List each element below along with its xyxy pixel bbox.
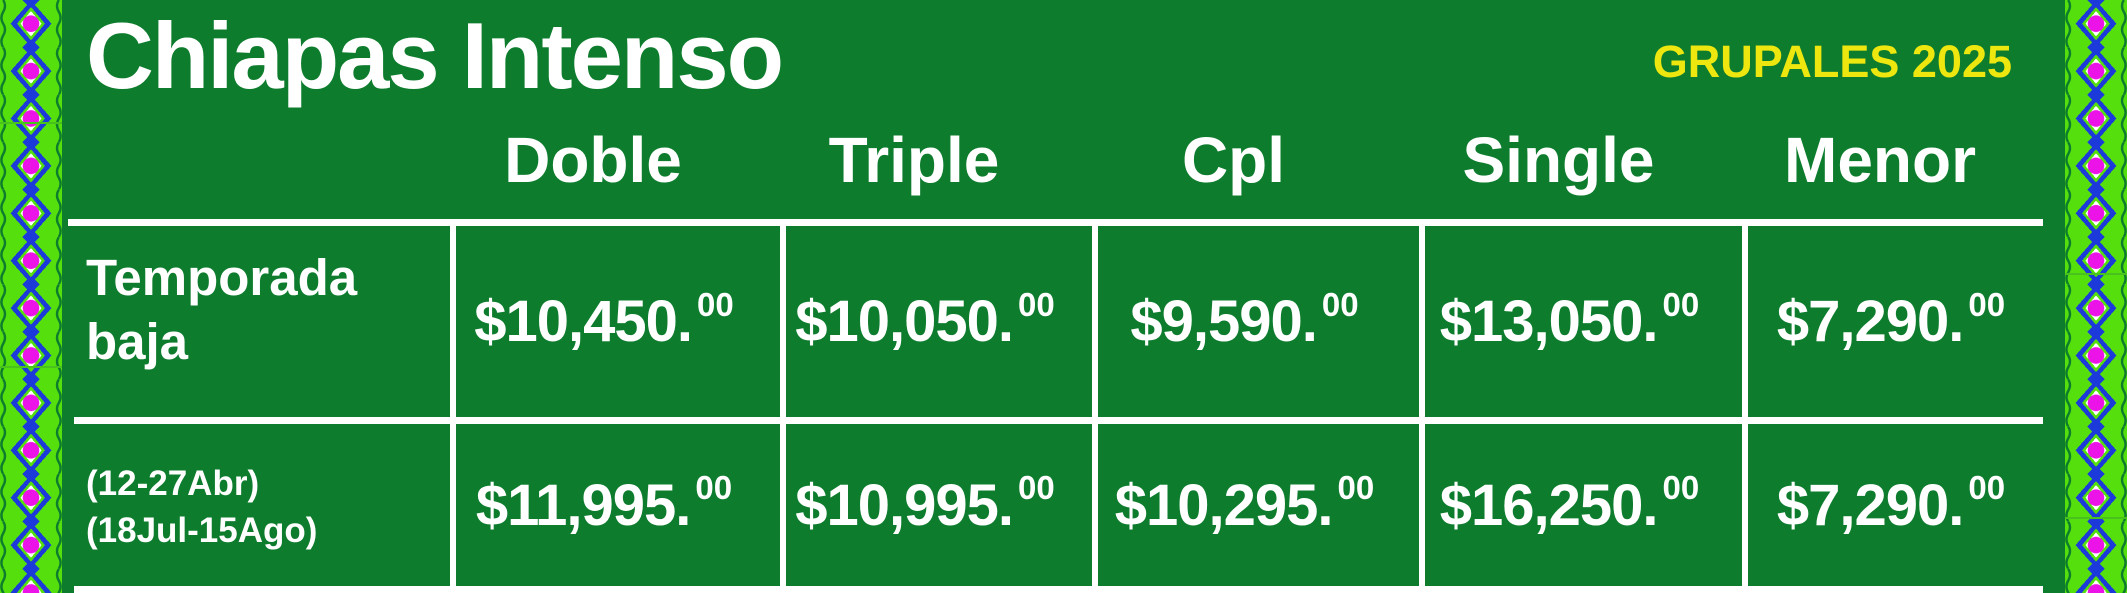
price-amount: $10,295. (1114, 472, 1334, 538)
price-cents: 00 (1662, 469, 1700, 506)
column-divider-3 (1092, 226, 1098, 593)
price-cents: 00 (1018, 285, 1055, 323)
price-cell-baja-triple: $10,050. 00 (769, 226, 1081, 417)
price-cell-alta-triple: $10,995. 00 (769, 424, 1081, 586)
row-label-temporada-baja: Temporada baja (86, 246, 357, 374)
bottom-divider-line (74, 586, 2043, 593)
price-cents: 00 (1968, 469, 2006, 506)
column-header-single: Single (1462, 124, 1655, 196)
row-label-line: (18Jul-15Ago) (86, 511, 318, 550)
price-amount: $16,250. (1439, 472, 1659, 538)
column-divider-2 (780, 226, 786, 593)
page-title: Chiapas Intenso (86, 3, 784, 108)
row-label-line: baja (86, 313, 189, 370)
price-cents: 00 (1018, 469, 1055, 506)
price-cents: 00 (1662, 285, 1700, 323)
price-cell-alta-doble: $11,995. 00 (439, 424, 769, 586)
column-header-cpl: Cpl (1181, 124, 1286, 196)
price-cents: 00 (1321, 285, 1359, 323)
price-cell-alta-cpl: $10,295. 00 (1081, 424, 1408, 586)
price-amount: $11,995. (475, 472, 692, 538)
row-label-line: (12-27Abr) (86, 464, 260, 503)
price-amount: $9,590. (1130, 289, 1318, 354)
column-header-triple: Triple (828, 124, 1000, 196)
textile-border-left (0, 0, 62, 593)
price-cents: 00 (695, 469, 733, 506)
column-divider-4 (1419, 226, 1425, 593)
column-header-menor: Menor (1784, 124, 1976, 196)
price-cents: 00 (1968, 285, 2006, 323)
price-cell-alta-menor: $7,290. 00 (1731, 424, 2051, 586)
grupales-year-badge: GRUPALES 2025 (1652, 36, 2012, 87)
price-cell-baja-menor: $7,290. 00 (1731, 226, 2051, 417)
row-label-fechas: (12-27Abr) (18Jul-15Ago) (86, 460, 317, 554)
price-amount: $10,450. (474, 289, 693, 354)
header-divider-line (68, 219, 2043, 226)
price-cents: 00 (1337, 469, 1375, 506)
price-amount: $7,290. (1776, 472, 1965, 538)
price-cents: 00 (697, 285, 734, 323)
price-cell-alta-single: $16,250. 00 (1408, 424, 1731, 586)
price-amount: $10,995. (795, 472, 1014, 538)
column-divider-1 (450, 226, 456, 593)
row-divider-line (74, 417, 2043, 424)
textile-border-right (2065, 0, 2127, 593)
price-cell-baja-single: $13,050. 00 (1408, 226, 1731, 417)
row-label-line: Temporada (86, 249, 358, 306)
price-amount: $13,050. (1439, 289, 1659, 354)
price-cell-baja-cpl: $9,590. 00 (1081, 226, 1408, 417)
column-header-doble: Doble (504, 124, 682, 196)
price-amount: $10,050. (795, 289, 1014, 354)
column-divider-5 (1742, 226, 1748, 593)
price-cell-baja-doble: $10,450. 00 (439, 226, 769, 417)
price-amount: $7,290. (1776, 289, 1965, 354)
